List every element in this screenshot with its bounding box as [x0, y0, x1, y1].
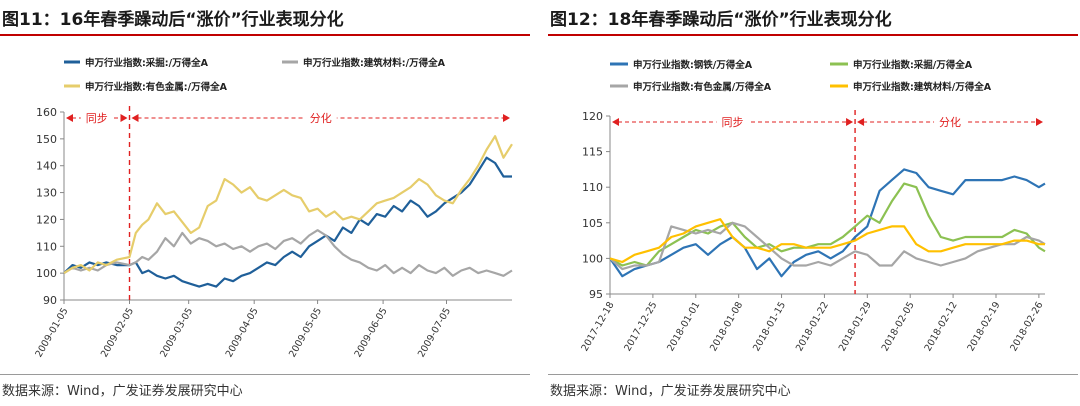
chart-title: 图12：18年春季躁动后“涨价”行业表现分化 — [550, 10, 892, 30]
phase-arrow-diverge-head-right — [1036, 118, 1043, 126]
x-tick-label: 2009-04-05 — [224, 306, 261, 359]
source-note: 数据来源：Wind，广发证券发展研究中心 — [2, 384, 243, 399]
legend-label: 申万行业指数:有色金属/万得全A — [633, 81, 772, 93]
annotation-bg — [934, 114, 967, 130]
legend-label: 申万行业指数:有色金属:/万得全A — [85, 81, 228, 93]
series-line-0 — [63, 156, 512, 288]
y-tick-label: 115 — [582, 146, 603, 159]
y-tick-label: 90 — [43, 294, 57, 307]
series-line-1 — [609, 182, 1046, 267]
annotation-diverge: 分化 — [939, 115, 961, 129]
y-tick-label: 150 — [36, 133, 57, 146]
phase-arrow-diverge-head-right — [503, 114, 510, 122]
title-divider — [0, 34, 530, 36]
y-tick-label: 95 — [589, 288, 603, 301]
legend-label: 申万行业指数:采掘/万得全A — [853, 59, 973, 71]
phase-arrow-sync-head-right — [846, 118, 854, 126]
phase-arrow-sync-head-left — [66, 114, 73, 122]
y-tick-label: 110 — [582, 181, 603, 194]
y-tick-label: 110 — [36, 240, 57, 253]
series-line-0 — [609, 168, 1046, 278]
legend-label: 申万行业指数:建筑材料:/万得全A — [303, 57, 446, 69]
series-line-2 — [609, 221, 1046, 271]
annotation-diverge: 分化 — [310, 111, 332, 125]
y-tick-label: 140 — [36, 160, 57, 173]
chart-svg: 90 100 110 120 130 140 150 160 2009-01-05 2009-02… — [33, 57, 513, 359]
y-tick-label: 130 — [36, 187, 57, 200]
series-line-2 — [63, 135, 513, 275]
x-tick-label: 2009-06-05 — [353, 306, 390, 359]
y-tick-label: 100 — [582, 252, 603, 265]
x-tick-label: 2018-02-19 — [965, 300, 1002, 353]
chart-title: 图11：16年春季躁动后“涨价”行业表现分化 — [2, 10, 344, 30]
phase-arrow-sync-head-right — [120, 114, 128, 122]
chart-panel-right: 图12：18年春季躁动后“涨价”行业表现分化 95 100 105 110 115 120… — [548, 0, 1080, 406]
annotation-bg — [80, 110, 113, 126]
x-tick-label: 2018-02-12 — [923, 300, 960, 353]
source-divider — [548, 374, 1078, 375]
x-tick-label: 2018-02-05 — [880, 300, 917, 353]
y-tick-label: 120 — [582, 110, 603, 123]
x-tick-label: 2018-01-15 — [751, 300, 788, 353]
phase-arrow-diverge-head-left — [131, 114, 139, 122]
x-tick-label: 2009-02-05 — [99, 306, 136, 359]
annotation-sync: 同步 — [86, 112, 108, 125]
x-tick-label: 2017-12-18 — [579, 300, 616, 353]
phase-arrow-sync-head-left — [612, 118, 619, 126]
x-tick-label: 2009-03-05 — [158, 306, 195, 359]
legend-label: 申万行业指数:采掘:/万得全A — [85, 57, 209, 69]
x-tick-label: 2018-02-26 — [1008, 300, 1045, 353]
chart-panel-left: 图11：16年春季躁动后“涨价”行业表现分化 90 100 110 120 130 140… — [0, 0, 532, 406]
phase-arrow-diverge-head-left — [857, 118, 865, 126]
x-tick-label: 2009-01-05 — [33, 306, 70, 359]
annotation-bg — [716, 114, 749, 130]
x-tick-label: 2009-07-05 — [416, 306, 453, 359]
y-tick-label: 105 — [582, 217, 603, 230]
x-tick-label: 2009-05-05 — [287, 306, 324, 359]
x-tick-label: 2018-01-08 — [708, 300, 745, 353]
x-tick-label: 2018-01-29 — [837, 300, 874, 353]
source-divider — [0, 374, 530, 375]
annotation-sync: 同步 — [722, 116, 744, 129]
x-tick-label: 2017-12-25 — [622, 300, 659, 353]
x-tick-label: 2018-01-01 — [665, 300, 702, 353]
legend-label: 申万行业指数:建筑材料/万得全A — [853, 81, 992, 93]
x-tick-label: 2018-01-22 — [794, 300, 831, 353]
y-tick-label: 100 — [36, 267, 57, 280]
series-line-1 — [63, 229, 513, 277]
y-tick-label: 160 — [36, 106, 57, 119]
annotation-bg — [304, 110, 337, 126]
series-line-3 — [609, 218, 1045, 264]
title-divider — [548, 34, 1078, 36]
legend-label: 申万行业指数:钢铁/万得全A — [633, 59, 753, 71]
y-tick-label: 120 — [36, 213, 57, 226]
source-note: 数据来源：Wind，广发证券发展研究中心 — [550, 384, 791, 399]
